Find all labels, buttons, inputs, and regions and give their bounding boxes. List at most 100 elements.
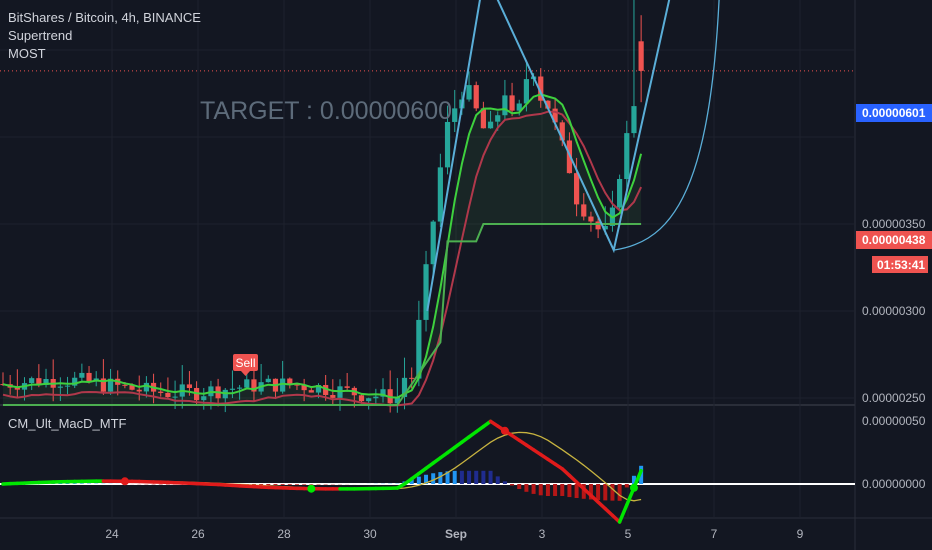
candle-body [409,377,415,379]
candle-body [559,122,565,141]
macd-zero-tag: 0.00000000 [862,477,926,491]
candle-body [244,379,250,388]
macd-hist-bar [488,470,493,484]
target-tag-text: 0.00000601 [862,106,926,120]
last-price-tag-text: 0.00000438 [862,233,926,247]
candle-body [509,95,515,111]
candle-body [251,379,257,392]
candle-body [165,392,171,398]
candle-body [552,108,558,123]
candle-body [265,378,271,383]
candle-body [437,167,443,222]
candle-body [452,108,458,122]
supertrend-fill [3,94,642,406]
time-tick-label: 9 [797,527,804,541]
macd-hist-bar [624,484,629,488]
macd-hist-bar [524,484,529,492]
candle-body [201,396,207,401]
time-tick-label: 26 [191,527,205,541]
supertrend-line [3,223,642,406]
macd-hist-bar [560,484,565,496]
macd-hist-bar [445,471,450,484]
candle-body [617,179,623,208]
target-price-tag: 0.00000601 [856,104,932,122]
candle-body [323,384,329,395]
countdown-tag-text: 01:53:41 [877,258,925,272]
chart-legend: BitShares / Bitcoin, 4h, BINANCE Supertr… [8,9,201,63]
macd-hist-bar [302,484,307,485]
candle-body [107,378,114,392]
candle-body [380,389,386,397]
time-tick-label: 24 [105,527,119,541]
macd-indicator-title[interactable]: CM_Ult_MacD_MTF [8,416,127,431]
macd-hist-bar [581,484,586,499]
candle-body [473,85,479,109]
candle-body [280,378,286,392]
candle-body [502,95,508,116]
candle-body [545,100,551,109]
macd-hist-bar [438,472,443,484]
macd-hist-bar [65,483,70,484]
time-tick-label: Sep [445,527,467,541]
macd-hist-bar [631,475,636,484]
candle-body [237,387,243,389]
macd-cross-dot [500,426,509,435]
candle-body [523,79,530,104]
macd-hist-bar [259,484,264,485]
macd-line-segment [617,503,629,524]
indicator-most[interactable]: MOST [8,46,46,61]
time-tick-label: 28 [277,527,291,541]
candle-body [57,386,63,388]
macd-hist-bar [495,476,500,484]
macd-top-tag: 0.00000050 [862,414,926,428]
macd-pane [0,419,855,524]
candle-body [229,388,236,390]
macd-top-label: 0.00000050 [862,414,926,428]
candle-body [574,173,580,205]
macd-hist-bar [617,484,622,501]
candle-body [423,264,429,320]
candle-body [100,378,106,392]
candle-body [315,384,322,393]
candle-body [401,377,408,397]
symbol-title[interactable]: BitShares / Bitcoin, 4h, BINANCE [8,10,201,25]
candle-body [287,378,293,385]
indicator-lines [0,0,855,407]
macd-hist-bar [502,481,507,484]
candle-body [308,390,314,393]
macd-hist-bar [474,470,479,484]
macd-hist-bar [280,484,285,485]
candle-body [344,386,350,388]
candle-body [129,385,135,390]
candle-body [416,319,422,379]
candle-body [294,384,300,386]
candle-body [538,76,544,101]
macd-hist-bar [459,470,464,484]
macd-hist-bar [538,484,543,496]
candle-body [86,372,92,382]
candle-body [43,378,49,385]
candle-body [595,221,601,230]
candle-body [602,225,608,230]
macd-hist-bar [531,484,536,494]
most-line [2,110,643,407]
candle-body [29,378,35,384]
macd-hist-bar [287,484,292,485]
candle-body [330,394,336,398]
macd-hist-bar [409,478,414,484]
candle-body [624,133,630,180]
sell-marker: Sell [233,354,258,376]
candle-body [366,398,372,402]
macd-hist-bar [553,484,558,496]
indicator-supertrend[interactable]: Supertrend [8,28,73,43]
candle-body [638,41,644,71]
candle-body [14,387,20,390]
macd-cross-dot [307,484,316,493]
macd-hist-bar [424,474,429,484]
time-tick-label: 30 [363,527,377,541]
time-tick-label: 3 [539,527,546,541]
macd-hist-bar [72,483,77,484]
candle-body [581,204,587,217]
macd-hist-bar [545,484,550,496]
